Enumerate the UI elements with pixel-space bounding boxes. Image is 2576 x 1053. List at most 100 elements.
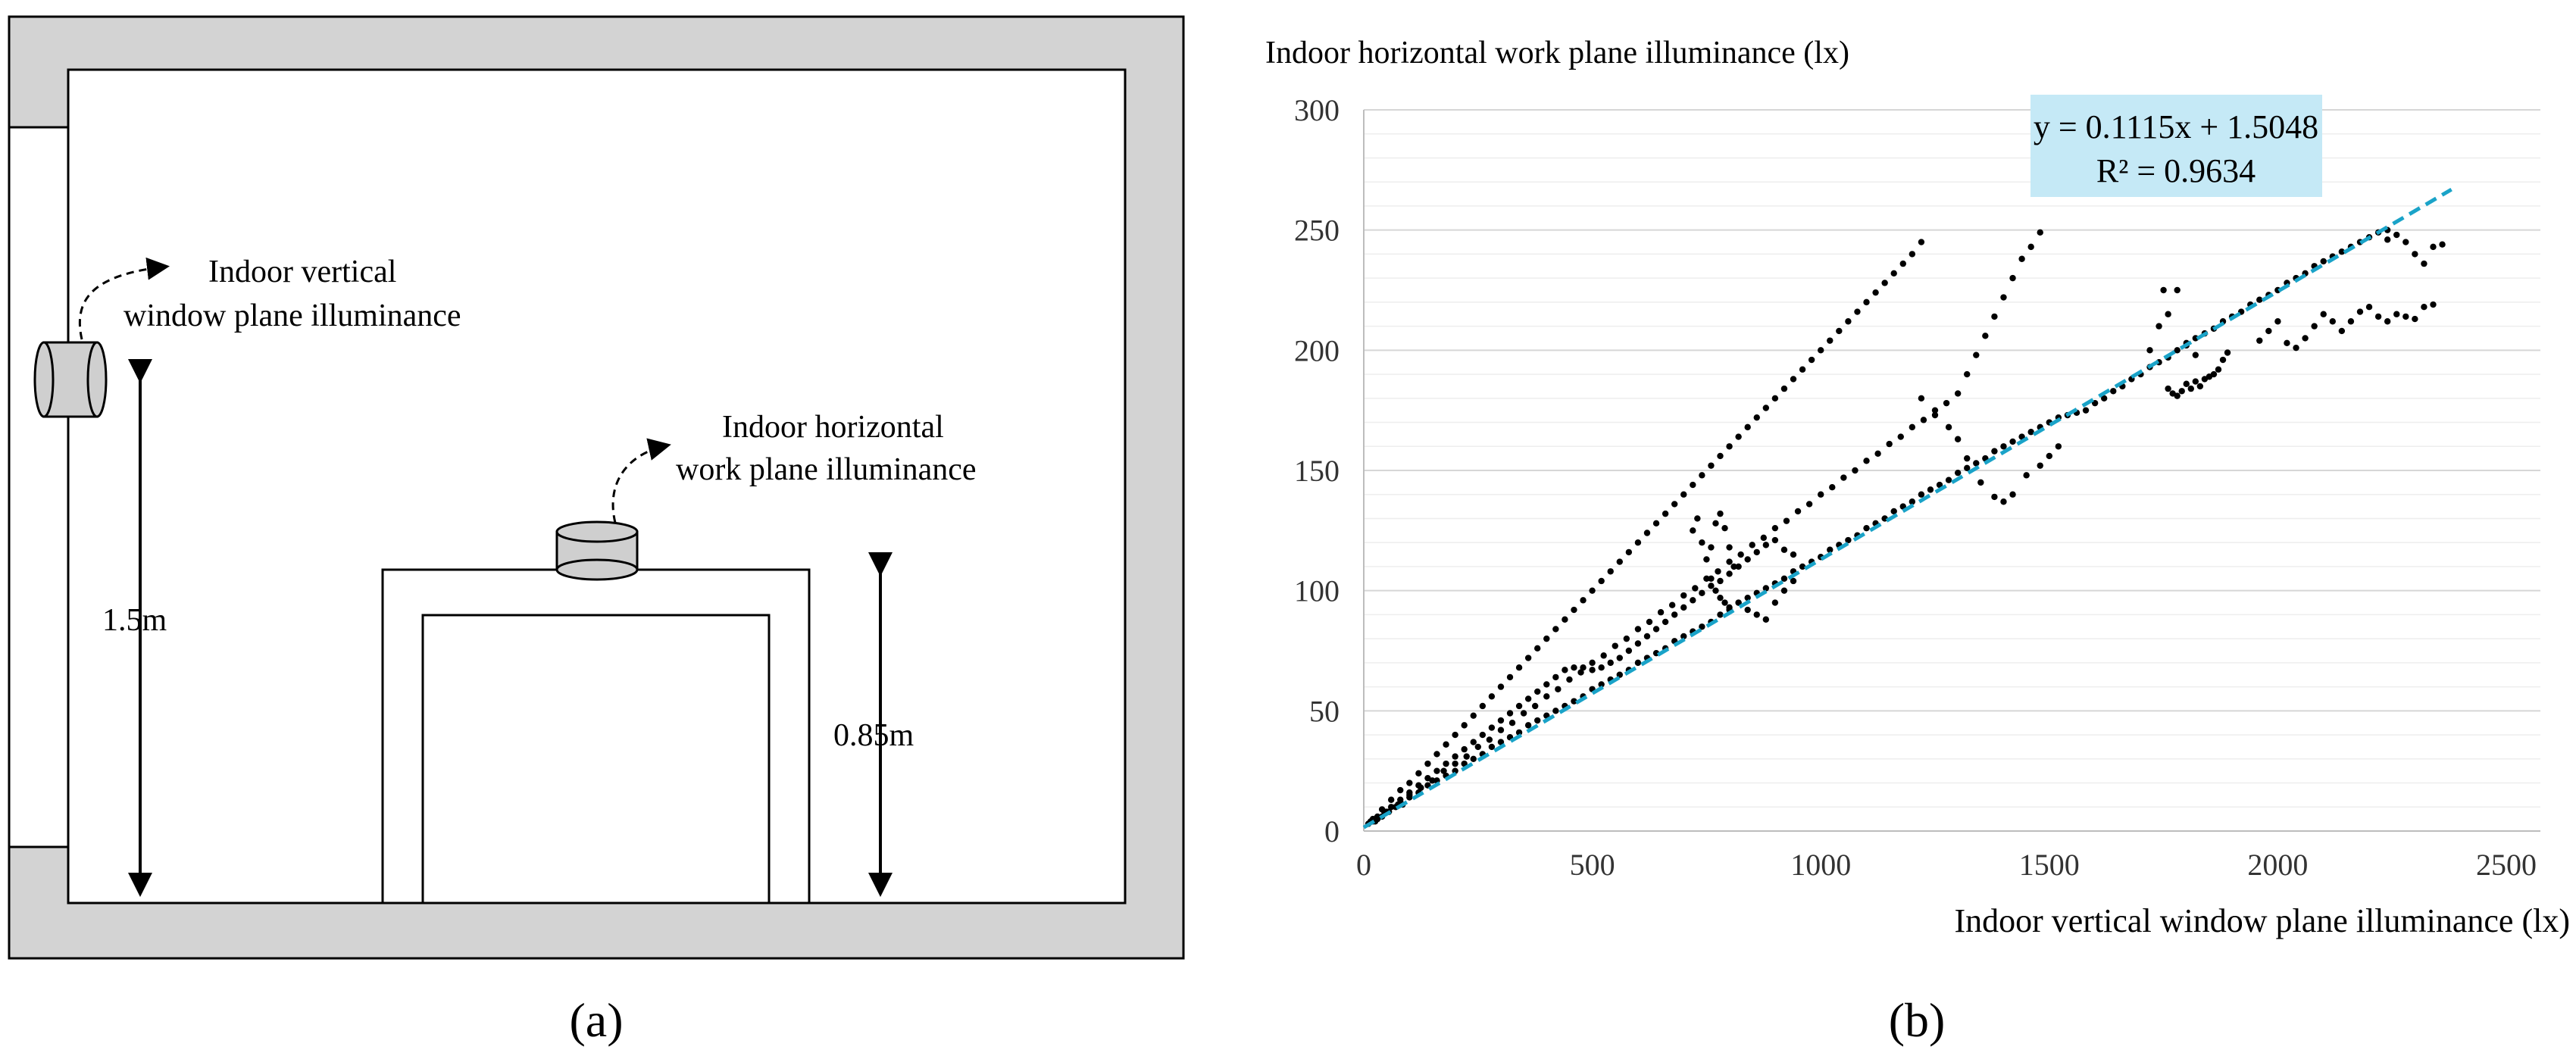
horizontal-sensor-label-line1: Indoor horizontal xyxy=(722,410,944,445)
data-point xyxy=(1991,313,1998,320)
data-point xyxy=(1717,510,1724,517)
data-point xyxy=(1790,577,1797,585)
data-point xyxy=(2055,443,2062,450)
data-point xyxy=(1881,280,1888,286)
data-point xyxy=(1566,676,1573,683)
data-point xyxy=(2311,323,2318,330)
data-point xyxy=(1909,498,1916,505)
equation-box xyxy=(2030,95,2322,197)
data-point xyxy=(1780,587,1788,594)
data-point xyxy=(1652,626,1660,633)
data-point xyxy=(2192,378,2199,385)
data-point xyxy=(2160,286,2167,294)
data-point xyxy=(1829,484,1836,491)
data-point xyxy=(2338,327,2346,335)
data-point xyxy=(1424,760,1431,767)
data-point xyxy=(1703,556,1710,563)
desk-height-label: 0.85m xyxy=(833,718,914,753)
data-point xyxy=(1680,633,1687,640)
data-point xyxy=(1671,611,1678,618)
data-point xyxy=(1735,433,1742,440)
data-point xyxy=(1580,664,1587,671)
data-point xyxy=(2412,315,2418,323)
y-tick-label: 300 xyxy=(1294,93,1340,127)
data-point xyxy=(2037,229,2043,236)
data-point xyxy=(1440,767,1447,774)
data-point xyxy=(2037,462,2043,469)
gridlines xyxy=(1364,109,2540,808)
data-point xyxy=(1762,405,1770,411)
data-point xyxy=(1657,609,1665,616)
data-point xyxy=(1506,710,1514,717)
data-point xyxy=(1735,563,1742,570)
data-point xyxy=(2329,318,2336,325)
data-point xyxy=(1479,731,1487,739)
data-point xyxy=(2412,251,2418,258)
data-point xyxy=(2402,239,2409,245)
data-point xyxy=(1497,739,1505,745)
data-point xyxy=(1577,669,1584,676)
data-point xyxy=(1762,542,1770,548)
vertical-illuminance-sensor-icon xyxy=(33,341,108,418)
data-point xyxy=(1699,589,1705,597)
data-point xyxy=(1753,548,1760,556)
data-point xyxy=(2000,443,2007,450)
data-point xyxy=(1470,755,1477,762)
data-point xyxy=(1589,587,1596,594)
data-point xyxy=(1863,298,1870,306)
data-point xyxy=(1571,698,1577,705)
data-point xyxy=(1964,464,1971,472)
data-point xyxy=(1543,681,1550,688)
data-point xyxy=(1488,693,1496,700)
data-point xyxy=(1562,616,1568,623)
data-point xyxy=(1899,260,1906,267)
data-point xyxy=(1708,544,1715,551)
data-point xyxy=(1840,474,1847,481)
data-point xyxy=(1625,548,1633,556)
data-point xyxy=(1717,594,1724,601)
data-point xyxy=(2393,231,2400,239)
data-point xyxy=(1397,796,1404,803)
data-point xyxy=(1708,583,1715,589)
data-point xyxy=(1616,558,1623,565)
data-point xyxy=(2023,472,2030,479)
data-point xyxy=(1600,652,1607,659)
data-point xyxy=(1943,399,1950,407)
data-point xyxy=(1717,611,1724,618)
data-point xyxy=(2183,380,2190,387)
data-point xyxy=(1699,623,1705,630)
data-point xyxy=(2174,392,2181,399)
data-point xyxy=(1872,289,1879,296)
data-point xyxy=(1662,618,1669,626)
data-point xyxy=(1534,688,1541,695)
data-point xyxy=(1780,385,1788,392)
data-point xyxy=(2320,311,2327,317)
data-point xyxy=(1552,626,1559,633)
data-point xyxy=(1918,395,1925,402)
data-point xyxy=(1845,536,1852,544)
trendline xyxy=(1362,187,2453,830)
data-point xyxy=(1794,508,1802,515)
data-point xyxy=(1429,777,1436,784)
data-point xyxy=(1634,539,1642,546)
window-opening xyxy=(8,126,70,848)
data-point xyxy=(1973,460,1980,467)
data-point xyxy=(1749,542,1755,548)
data-point xyxy=(1524,655,1532,661)
data-point xyxy=(1418,784,1424,792)
data-point xyxy=(1515,702,1523,710)
panel-a-caption: (a) xyxy=(569,993,623,1047)
data-point xyxy=(1973,352,1980,358)
data-point xyxy=(2009,438,2016,445)
data-point xyxy=(1479,702,1487,710)
y-tick-label: 150 xyxy=(1294,454,1340,488)
data-point xyxy=(2009,274,2016,282)
data-point xyxy=(1461,745,1468,753)
data-point xyxy=(1406,792,1413,798)
data-point xyxy=(1433,767,1440,774)
data-point xyxy=(1634,659,1642,667)
data-point xyxy=(1890,270,1897,277)
desk xyxy=(381,568,811,905)
data-point xyxy=(2402,313,2409,320)
